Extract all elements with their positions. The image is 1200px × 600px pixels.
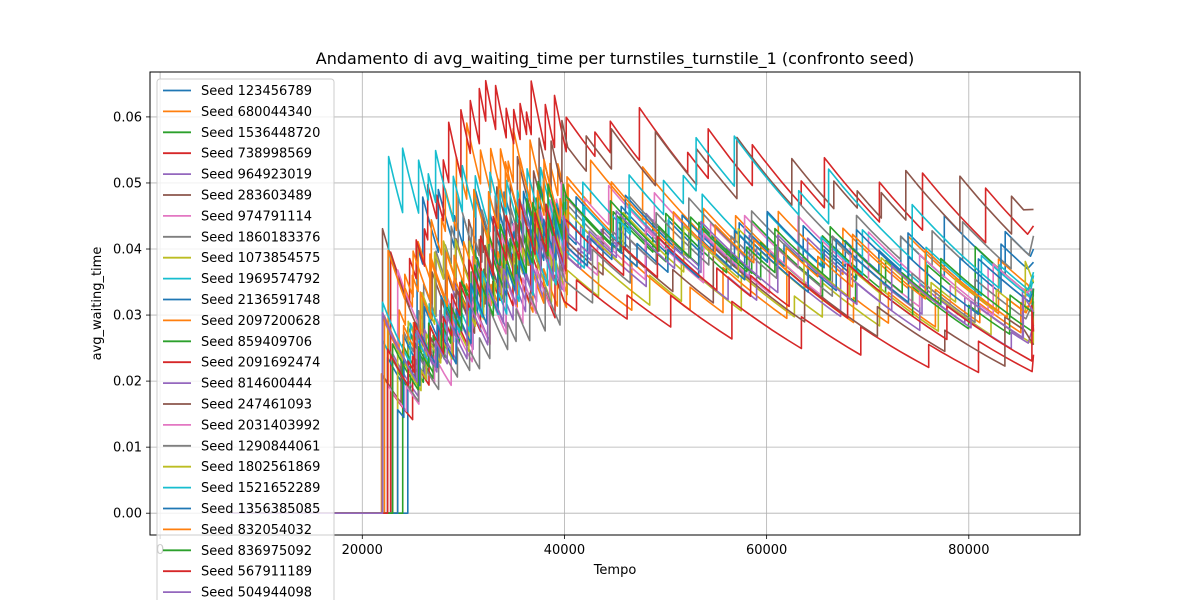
legend-entry: Seed 2091692474 <box>201 356 320 371</box>
legend-entry: Seed 1969574792 <box>201 272 320 287</box>
x-tick-label: 80000 <box>948 543 989 558</box>
legend-entry: Seed 738998569 <box>201 147 312 162</box>
y-tick-label: 0.04 <box>113 243 142 258</box>
legend-entry: Seed 283603489 <box>201 189 312 204</box>
series-line <box>230 122 1035 514</box>
y-axis-ticks: 0.00 0.01 0.02 0.03 0.04 0.05 0.06 <box>113 110 150 522</box>
legend-entry: Seed 1536448720 <box>201 126 320 141</box>
chart-title: Andamento di avg_waiting_time per turnst… <box>316 49 914 69</box>
x-axis-ticks: 020000400006000080000 <box>156 535 989 558</box>
legend: Seed 123456789 Seed 680044340 Seed 1536448… <box>156 78 335 600</box>
legend-entry: Seed 2097200628 <box>201 314 320 329</box>
series-line <box>230 195 1035 514</box>
series-line <box>230 79 1035 514</box>
legend-entry: Seed 567911189 <box>201 565 312 580</box>
legend-entry: Seed 123456789 <box>201 84 312 99</box>
x-tick-label: 20000 <box>342 543 383 558</box>
series-line <box>230 204 1035 514</box>
legend-entry: Seed 859409706 <box>201 335 312 350</box>
legend-entry: Seed 1860183376 <box>201 230 320 245</box>
series-lines <box>230 79 1035 514</box>
plot-frame <box>149 71 1081 536</box>
y-tick-label: 0.00 <box>113 507 142 522</box>
legend-box <box>156 78 335 600</box>
legend-entry: Seed 814600444 <box>201 377 312 392</box>
y-tick-label: 0.01 <box>113 441 142 456</box>
series-line <box>230 119 1034 514</box>
legend-entry: Seed 680044340 <box>201 105 312 120</box>
y-axis-label: avg_waiting_time <box>90 247 105 361</box>
series-line <box>230 210 1035 514</box>
legend-entry: Seed 2136591748 <box>201 293 320 308</box>
y-tick-label: 0.05 <box>113 176 142 191</box>
x-tick-label: 40000 <box>544 543 585 558</box>
x-axis-label: Tempo <box>593 563 637 578</box>
series-line <box>230 188 1035 514</box>
legend-entry: Seed 974791114 <box>201 209 312 224</box>
legend-entry: Seed 1356385085 <box>201 502 320 517</box>
legend-entry: Seed 1802561869 <box>201 460 320 475</box>
x-tick-label: 60000 <box>746 543 787 558</box>
series-line <box>230 157 1035 514</box>
legend-entry: Seed 247461093 <box>201 398 312 413</box>
legend-entry: Seed 2031403992 <box>201 418 320 433</box>
legend-entry: Seed 1073854575 <box>201 251 320 266</box>
y-tick-label: 0.06 <box>113 110 142 125</box>
legend-entry: Seed 1521652289 <box>201 481 320 496</box>
y-tick-label: 0.03 <box>113 309 142 324</box>
legend-entry: Seed 964923019 <box>201 168 312 183</box>
legend-entry: Seed 832054032 <box>201 523 312 538</box>
y-tick-label: 0.02 <box>113 375 142 390</box>
series-line <box>230 183 1035 514</box>
legend-entry: Seed 1290844061 <box>201 439 320 454</box>
legend-entry: Seed 836975092 <box>201 544 312 559</box>
legend-entry: Seed 504944098 <box>201 586 312 600</box>
